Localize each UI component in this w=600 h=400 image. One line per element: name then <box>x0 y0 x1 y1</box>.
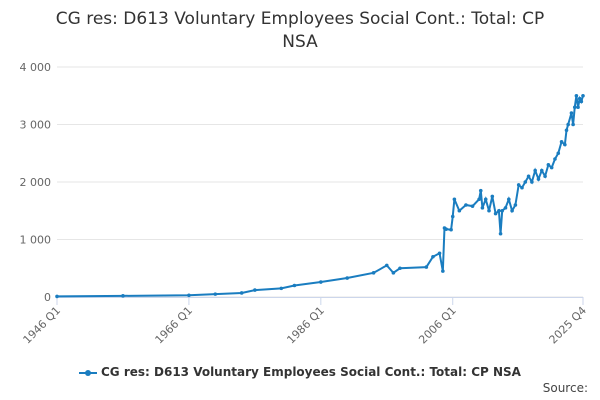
point <box>121 294 125 298</box>
point <box>391 271 396 275</box>
point <box>572 105 577 110</box>
point <box>437 251 442 256</box>
point <box>444 227 448 231</box>
point <box>213 292 218 296</box>
point <box>431 254 435 259</box>
point <box>506 197 511 202</box>
point <box>490 194 495 199</box>
point <box>187 293 191 298</box>
point <box>470 204 475 208</box>
x-tick-label: 1986 Q1 <box>284 304 327 347</box>
legend: CG res: D613 Voluntary Employees Social … <box>0 365 600 379</box>
point <box>503 206 508 210</box>
series-line <box>56 95 584 298</box>
point <box>549 165 554 170</box>
point <box>571 122 575 127</box>
point <box>579 99 584 104</box>
point <box>424 265 429 269</box>
x-tick-label: 1966 Q1 <box>152 304 195 347</box>
point <box>513 203 518 207</box>
point <box>319 280 323 284</box>
point <box>450 214 455 219</box>
point <box>516 183 521 187</box>
x-tick-label: 1946 Q1 <box>21 304 64 347</box>
point <box>543 174 547 179</box>
point <box>384 263 389 268</box>
point <box>457 208 462 213</box>
point <box>526 174 531 179</box>
x-tick-label: 2006 Q1 <box>416 304 459 347</box>
y-tick-label: 0 <box>44 291 51 304</box>
y-tick-label: 3 000 <box>20 119 52 132</box>
point <box>480 206 485 210</box>
point <box>574 93 579 98</box>
point <box>556 151 561 156</box>
point <box>553 157 557 161</box>
point <box>520 185 524 190</box>
point <box>566 122 570 127</box>
point <box>497 208 501 213</box>
point <box>345 276 350 280</box>
point <box>441 269 445 273</box>
point <box>498 231 503 236</box>
point <box>398 266 402 271</box>
point <box>55 294 59 299</box>
point <box>510 208 514 213</box>
point <box>452 197 457 202</box>
point <box>564 128 569 133</box>
point <box>546 162 551 167</box>
point <box>478 188 483 193</box>
point <box>487 208 491 213</box>
point <box>563 142 567 147</box>
point <box>477 197 481 202</box>
point <box>500 208 505 213</box>
y-tick-label: 1 000 <box>20 234 52 247</box>
point <box>539 168 544 173</box>
point <box>449 227 453 232</box>
point <box>581 93 585 98</box>
x-tick-label: 2025 Q4 <box>547 304 590 347</box>
point <box>464 203 468 207</box>
point <box>576 105 580 110</box>
chart-title: CG res: D613 Voluntary Employees Social … <box>55 9 545 52</box>
point <box>239 291 244 295</box>
point <box>371 271 376 275</box>
legend-swatch <box>79 369 97 376</box>
point <box>577 96 582 101</box>
y-tick-label: 4 000 <box>20 61 52 74</box>
point <box>253 288 257 292</box>
point <box>483 197 488 202</box>
point <box>523 180 528 184</box>
y-tick-label: 2 000 <box>20 176 52 189</box>
source: Source: <box>542 381 588 395</box>
point <box>569 111 574 115</box>
point <box>533 168 537 173</box>
point <box>559 139 564 144</box>
point <box>536 177 541 181</box>
point <box>279 286 284 291</box>
point <box>493 211 498 216</box>
point <box>530 180 534 184</box>
point <box>292 283 297 288</box>
legend-label: CG res: D613 Voluntary Employees Social … <box>101 365 521 379</box>
